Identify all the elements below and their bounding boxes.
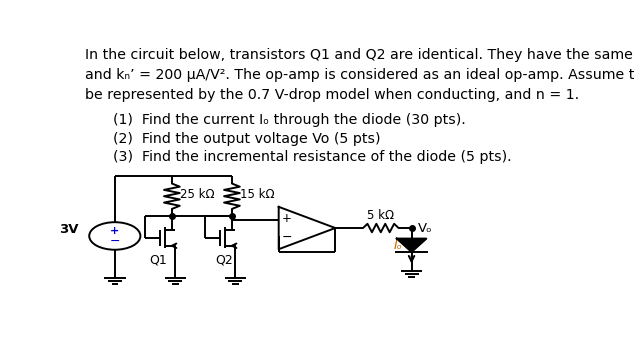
Text: +: + — [281, 212, 291, 225]
Text: 5 kΩ: 5 kΩ — [367, 209, 394, 222]
Text: Q2: Q2 — [216, 254, 234, 267]
Text: +: + — [110, 226, 119, 236]
Text: (3)  Find the incremental resistance of the diode (5 pts).: (3) Find the incremental resistance of t… — [113, 150, 511, 164]
Text: 15 kΩ: 15 kΩ — [240, 189, 275, 201]
Text: In the circuit below, transistors Q1 and Q2 are identical. They have the same Vₜ: In the circuit below, transistors Q1 and… — [85, 48, 635, 62]
Text: Vₒ: Vₒ — [417, 222, 432, 235]
Text: −: − — [281, 230, 292, 244]
Text: 25 kΩ: 25 kΩ — [180, 189, 215, 201]
Polygon shape — [397, 239, 426, 252]
Text: and kₙ’ = 200 μA/V². The op-amp is considered as an ideal op-amp. Assume that th: and kₙ’ = 200 μA/V². The op-amp is consi… — [85, 68, 635, 82]
Text: be represented by the 0.7 V-drop model when conducting, and n = 1.: be represented by the 0.7 V-drop model w… — [85, 88, 579, 101]
Text: (1)  Find the current Iₒ through the diode (30 pts).: (1) Find the current Iₒ through the diod… — [113, 113, 465, 127]
Text: (2)  Find the output voltage Vo (5 pts): (2) Find the output voltage Vo (5 pts) — [113, 132, 380, 146]
Text: Q1: Q1 — [150, 254, 168, 267]
Text: −: − — [110, 235, 120, 248]
Text: 3V: 3V — [59, 223, 78, 236]
Text: Iₒ: Iₒ — [393, 239, 402, 252]
